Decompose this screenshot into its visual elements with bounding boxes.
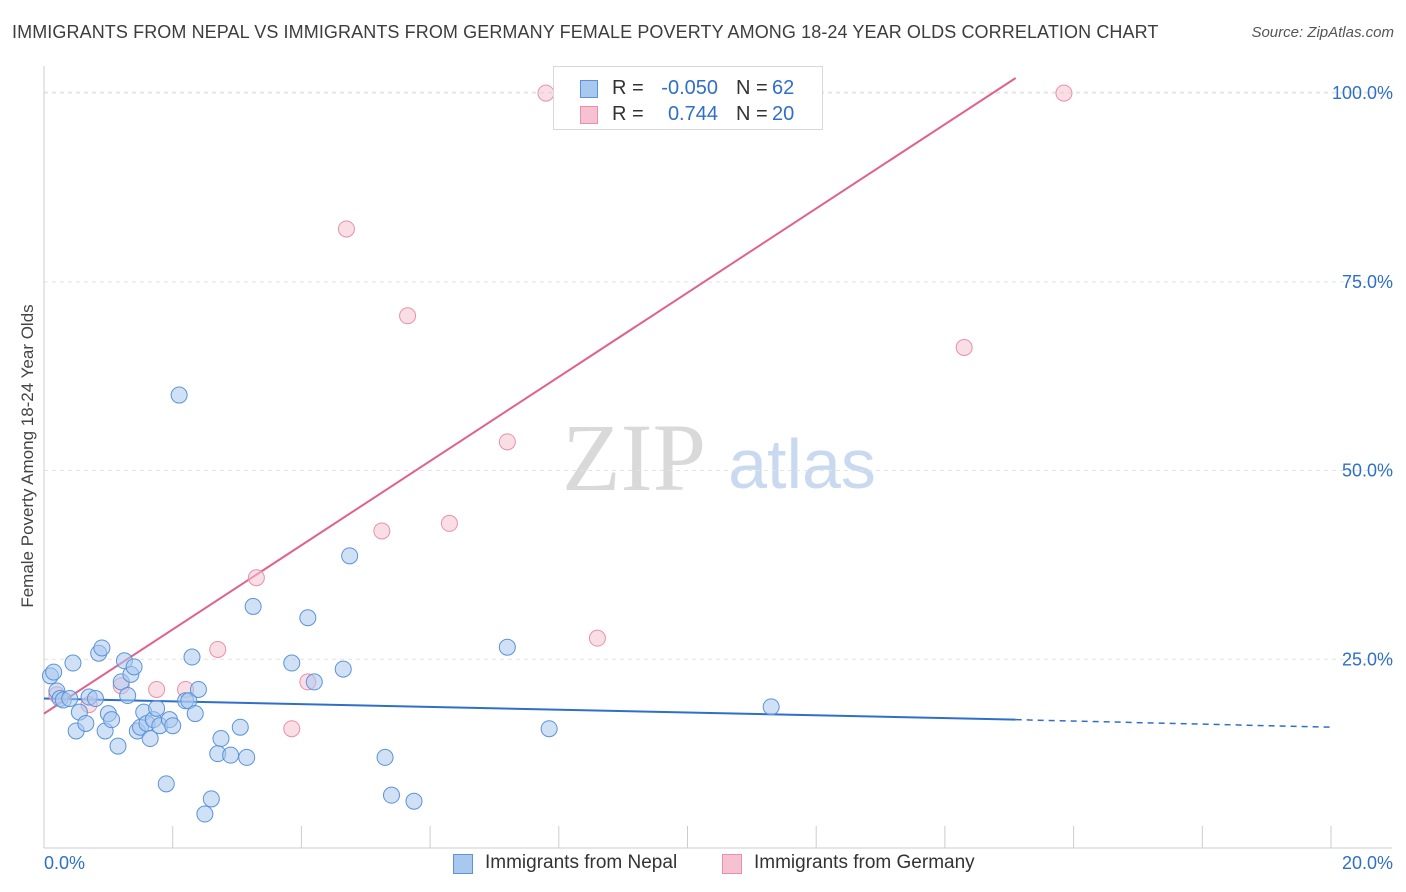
point-germany xyxy=(498,433,516,451)
trend-line-nepal-extension xyxy=(1015,718,1332,728)
trend-line-germany xyxy=(43,77,1017,715)
legend-row-germany: R = 0.744 N = 20 xyxy=(554,101,822,129)
legend-r-label: R = xyxy=(612,77,644,99)
point-nepal xyxy=(189,680,207,698)
point-nepal xyxy=(186,705,204,723)
point-germany xyxy=(537,84,555,102)
point-nepal xyxy=(148,699,166,717)
legend-n-value: 20 xyxy=(772,103,795,125)
point-nepal xyxy=(376,748,394,766)
chart-title: IMMIGRANTS FROM NEPAL VS IMMIGRANTS FROM… xyxy=(12,22,1159,42)
point-nepal xyxy=(86,690,104,708)
point-nepal xyxy=(498,638,516,656)
point-germany xyxy=(337,220,355,238)
point-nepal xyxy=(125,658,143,676)
point-nepal xyxy=(305,673,323,691)
tick-labels: 25.0% 50.0% 75.0% 100.0% 0.0% 20.0% xyxy=(44,83,1393,873)
watermark-zip: ZIP xyxy=(562,404,706,511)
point-germany xyxy=(955,339,973,356)
y-tick-label: 50.0% xyxy=(1342,461,1393,481)
point-nepal xyxy=(119,687,137,705)
point-nepal xyxy=(212,730,230,748)
point-nepal xyxy=(222,746,240,764)
point-nepal xyxy=(170,386,188,404)
point-nepal xyxy=(141,730,159,748)
legend-row-nepal: R = -0.050 N = 62 xyxy=(554,75,822,103)
point-nepal xyxy=(341,547,359,565)
point-nepal xyxy=(283,654,301,672)
series-legend: Immigrants from Nepal Immigrants from Ge… xyxy=(0,852,1406,878)
point-germany xyxy=(1055,84,1073,102)
source-credit: Source: ZipAtlas.com xyxy=(1251,24,1394,41)
legend-r-value: 0.744 xyxy=(667,103,718,125)
point-germany xyxy=(209,640,227,658)
legend-swatch-nepal xyxy=(580,80,598,98)
watermark: ZIP atlas xyxy=(562,404,876,511)
point-germany xyxy=(283,720,301,738)
gridlines xyxy=(44,91,1392,660)
legend-swatch-nepal xyxy=(453,854,473,874)
point-nepal xyxy=(157,775,175,793)
point-nepal xyxy=(299,609,317,627)
point-nepal xyxy=(244,597,262,615)
legend-label-germany: Immigrants from Germany xyxy=(754,852,975,873)
point-germany xyxy=(148,680,166,698)
legend-n-label: N = xyxy=(736,77,768,99)
point-germany xyxy=(588,629,606,647)
trend-line-nepal xyxy=(43,697,1016,721)
point-germany xyxy=(373,522,391,540)
point-germany xyxy=(440,514,458,532)
point-nepal xyxy=(762,698,780,716)
data-points xyxy=(41,84,1073,823)
legend-n-value: 62 xyxy=(772,77,795,99)
point-nepal xyxy=(164,717,182,735)
point-nepal xyxy=(382,786,400,804)
legend-swatch-germany xyxy=(580,106,598,124)
point-nepal xyxy=(540,720,558,738)
point-nepal xyxy=(238,748,256,766)
point-nepal xyxy=(183,648,201,666)
point-nepal xyxy=(93,639,111,657)
trend-lines xyxy=(43,77,1332,728)
point-nepal xyxy=(61,690,79,708)
legend-label-nepal: Immigrants from Nepal xyxy=(485,852,678,873)
point-nepal xyxy=(202,790,220,808)
point-nepal xyxy=(231,718,249,736)
point-nepal xyxy=(77,714,95,732)
axes xyxy=(43,66,1392,849)
point-nepal xyxy=(64,654,82,672)
legend-r-value: -0.050 xyxy=(661,77,718,99)
point-nepal xyxy=(45,663,63,681)
correlation-legend: R = -0.050 N = 62 R = 0.744 N = 20 xyxy=(553,66,823,130)
point-germany xyxy=(399,307,417,325)
legend-n-label: N = xyxy=(736,103,768,125)
y-tick-label: 75.0% xyxy=(1342,272,1393,292)
point-germany xyxy=(247,569,265,587)
x-tick-label: 0.0% xyxy=(44,853,85,873)
x-tick-label: 20.0% xyxy=(1342,853,1393,873)
point-nepal xyxy=(103,711,121,729)
point-nepal xyxy=(109,737,127,755)
y-tick-label: 100.0% xyxy=(1332,83,1393,103)
point-nepal xyxy=(405,792,423,810)
point-nepal xyxy=(196,805,214,823)
point-nepal xyxy=(334,660,352,678)
y-tick-label: 25.0% xyxy=(1342,649,1393,669)
legend-r-label: R = xyxy=(612,103,644,125)
watermark-atlas: atlas xyxy=(728,425,876,503)
legend-swatch-germany xyxy=(722,854,742,874)
